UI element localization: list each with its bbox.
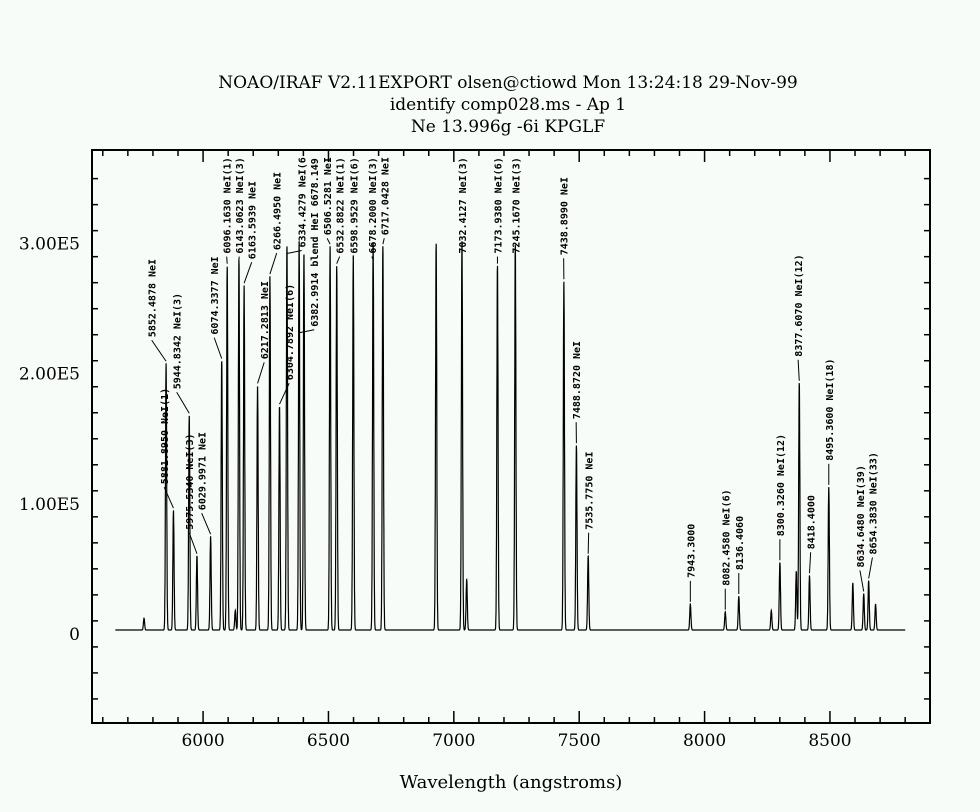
line-marker[interactable] — [371, 256, 374, 260]
line-label: 5975.5340 NeI(3) — [185, 433, 196, 529]
x-tick-label: 7500 — [558, 731, 601, 751]
spectrum-line — [115, 241, 906, 631]
chart-title-line-1: NOAO/IRAF V2.11EXPORT olsen@ctiowd Mon 1… — [218, 73, 798, 93]
line-label: 7173.9380 NeI(6) — [493, 157, 504, 253]
line-label: 6717.0428 NeI — [380, 157, 391, 235]
line-marker[interactable] — [188, 532, 198, 554]
line-label: 6074.3377 NeI — [210, 256, 221, 334]
line-label: 8136.4060 — [735, 516, 746, 570]
line-marker[interactable] — [808, 552, 812, 574]
line-label: 8654.3830 NeI(33) — [868, 452, 879, 554]
line-marker[interactable] — [269, 252, 278, 275]
line-label: 7032.4127 NeI(3) — [458, 157, 469, 253]
line-marker[interactable] — [201, 513, 212, 535]
line-label: 6029.9971 NeI — [198, 432, 209, 510]
line-label: 8495.3600 NeI(18) — [825, 358, 836, 460]
line-label: 5852.4878 NeI — [148, 259, 159, 337]
line-marker[interactable] — [382, 238, 385, 245]
y-tick-label: 2.00E5 — [19, 365, 80, 385]
x-axis-title: Wavelength (angstroms) — [400, 772, 623, 793]
line-marker[interactable] — [213, 337, 223, 359]
line-label: 6506.5281 NeI — [323, 157, 334, 235]
line-label: 6143.0623 NeI(3) — [235, 157, 246, 253]
x-tick-label: 6000 — [181, 731, 224, 751]
line-label: 7488.8720 NeI — [572, 341, 583, 419]
line-label: 6678.2000 NeI(3) — [368, 157, 379, 253]
line-marker[interactable] — [336, 256, 341, 264]
line-label: 6096.1630 NeI(1) — [223, 157, 234, 253]
line-label: 6217.2813 NeI — [260, 281, 271, 359]
line-label: 7535.7750 NeI — [585, 452, 596, 530]
line-marker[interactable] — [868, 557, 873, 579]
x-tick-label: 6500 — [307, 731, 350, 751]
y-tick-label: 3.00E5 — [19, 235, 80, 255]
line-marker[interactable] — [797, 359, 800, 381]
line-marker[interactable] — [859, 570, 865, 592]
line-label: 6304.7892 NeI(6) — [285, 284, 296, 380]
line-label: 6532.8822 NeI(1) — [336, 157, 347, 253]
chart-title-line-2: identify comp028.ms - Ap 1 — [390, 95, 626, 115]
line-label: 8300.3260 NeI(12) — [776, 434, 787, 536]
plot-frame — [91, 149, 931, 724]
y-tick-label: 1.00E5 — [19, 495, 80, 515]
line-label: 7943.3000 — [686, 524, 697, 578]
line-label: 7245.1670 NeI(3) — [511, 157, 522, 253]
line-label: 8082.4580 NeI(6) — [721, 489, 732, 585]
line-label: 6334.4279 NeI(6 — [298, 157, 309, 247]
line-label: 7438.8990 NeI — [560, 177, 571, 255]
line-label: 6382.9914 blend HeI 6678.149 — [310, 158, 321, 327]
line-marker[interactable] — [286, 250, 302, 254]
line-label: 6266.4950 NeI — [273, 172, 284, 250]
x-tick-label: 7000 — [432, 731, 475, 751]
line-label: 8418.4000 — [807, 495, 818, 549]
x-tick-label: 8000 — [683, 731, 726, 751]
chart-title-line-3: Ne 13.996g -6i KPGLF — [411, 117, 606, 137]
line-marker[interactable] — [257, 362, 265, 384]
line-label: 5881.8950 NeI(1) — [160, 388, 171, 484]
line-label: 8377.6070 NeI(12) — [794, 254, 805, 356]
line-label: 6163.5939 NeI — [248, 181, 259, 259]
line-marker[interactable] — [176, 392, 190, 414]
line-marker[interactable] — [151, 339, 167, 362]
y-tick-label: 0 — [69, 625, 80, 645]
line-marker[interactable] — [299, 329, 315, 334]
line-marker[interactable] — [163, 487, 174, 509]
line-marker[interactable] — [279, 382, 290, 405]
line-marker[interactable] — [243, 262, 253, 284]
line-label: 5944.8342 NeI(3) — [173, 293, 184, 389]
x-tick-label: 8500 — [808, 731, 851, 751]
line-label: 6598.9529 NeI(6) — [349, 157, 360, 253]
line-marker[interactable] — [326, 238, 331, 245]
line-label: 8634.6480 NeI(39) — [856, 465, 867, 567]
